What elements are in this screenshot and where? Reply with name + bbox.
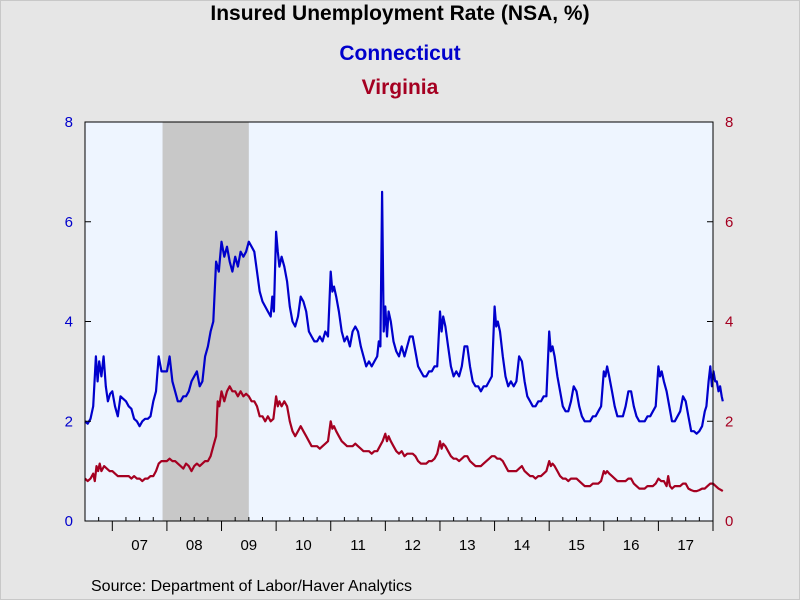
y-left-tick-label: 6	[65, 214, 73, 231]
y-right-tick-label: 8	[725, 114, 733, 131]
series-label-connecticut: Connecticut	[339, 42, 461, 65]
x-tick-label: 15	[568, 537, 585, 554]
y-right-tick-label: 0	[725, 513, 733, 530]
source-note: Source: Department of Labor/Haver Analyt…	[91, 578, 413, 595]
x-tick-label: 07	[131, 537, 148, 554]
y-right-tick-label: 4	[725, 314, 733, 331]
y-right-tick-label: 2	[725, 413, 733, 430]
x-tick-label: 17	[677, 537, 694, 554]
x-tick-label: 16	[623, 537, 640, 554]
x-tick-label: 13	[459, 537, 476, 554]
series-line-connecticut	[84, 190, 724, 435]
y-right-tick-label: 6	[725, 214, 733, 231]
x-tick-label: 11	[350, 537, 366, 554]
recession-band	[162, 122, 249, 521]
y-left-tick-label: 4	[65, 314, 73, 331]
x-tick-label: 14	[514, 537, 531, 554]
y-left-tick-label: 2	[65, 413, 73, 430]
x-tick-label: 12	[404, 537, 421, 554]
x-tick-label: 08	[186, 537, 203, 554]
chart-title: Insured Unemployment Rate (NSA, %)	[210, 2, 590, 25]
x-tick-label: 10	[295, 537, 312, 554]
series-label-virginia: Virginia	[361, 76, 439, 99]
y-left-tick-label: 8	[65, 114, 73, 131]
x-tick-label: 09	[240, 537, 257, 554]
series-line-virginia	[84, 385, 724, 493]
y-left-tick-label: 0	[65, 513, 73, 530]
